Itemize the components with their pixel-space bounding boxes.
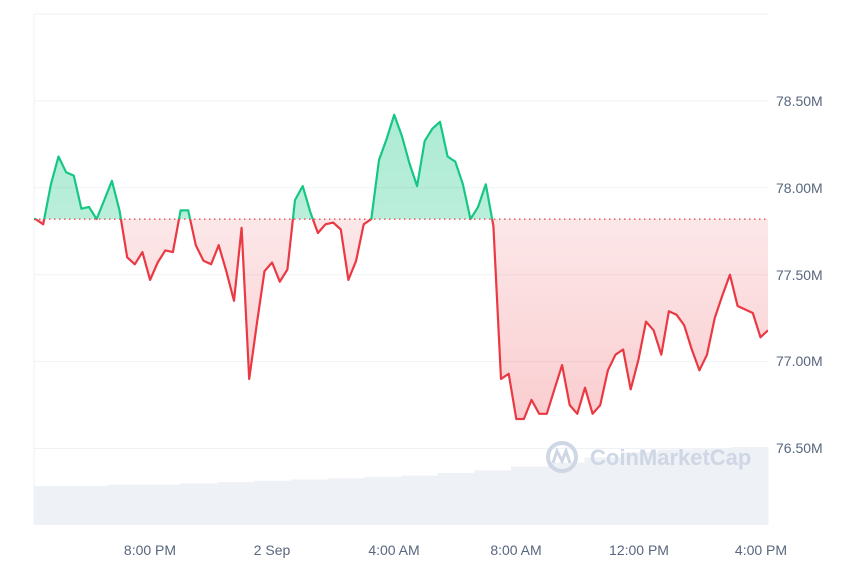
volume-bar [547,462,585,525]
y-tick-label: 78.00M [776,180,823,196]
volume-bar [70,486,108,525]
y-tick-label: 77.50M [776,267,823,283]
y-tick-label: 78.50M [776,93,823,109]
x-tick-label: 2 Sep [254,542,291,558]
volume-bar [584,457,622,525]
logo-mark-icon [551,446,572,465]
volume-bar [401,475,439,525]
volume-bar [327,478,365,525]
grid-lines [33,13,768,525]
volume-bar [290,479,329,525]
y-tick-label: 76.50M [776,440,823,456]
volume-bar [144,484,182,525]
volume-bar [437,473,475,525]
volume-bar [180,483,218,525]
x-tick-label: 8:00 AM [490,542,541,558]
x-tick-label: 12:00 PM [609,542,669,558]
series-line-below [34,219,768,421]
coinmarketcap-logo-icon [546,441,578,473]
volume-bar [694,448,732,525]
x-axis: 8:00 PM 2 Sep 4:00 AM 8:00 AM 12:00 PM 4… [124,542,787,558]
area-below-baseline [34,219,768,419]
volume-area [34,447,769,525]
x-tick-label: 4:00 PM [735,542,787,558]
volume-bar [511,466,549,525]
watermark-text: CoinMarketCap [590,445,751,470]
area-above-baseline [34,114,768,220]
x-tick-label: 8:00 PM [124,542,176,558]
watermark-logo: CoinMarketCap [546,441,751,473]
volume-bar [364,476,402,525]
volume-bar [474,470,512,525]
series-line-above [34,113,494,220]
volume-bar [107,484,145,525]
volume-bar [254,480,292,525]
y-axis: 78.50M 78.00M 77.50M 77.00M 76.50M [776,93,823,456]
volume-bar [217,482,255,525]
volume-bar [621,452,659,525]
price-line [34,113,768,421]
x-tick-label: 4:00 AM [368,542,419,558]
volume-bar [34,486,72,525]
volume-bar [657,449,696,525]
price-fill [34,114,768,419]
volume-bar [731,447,769,525]
y-tick-label: 77.00M [776,353,823,369]
